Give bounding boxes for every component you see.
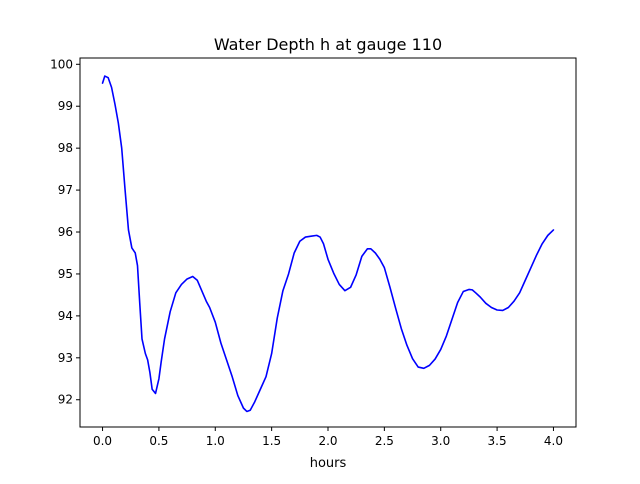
series-line [101,75,555,413]
plot-frame [79,57,577,428]
y-tick-label: 96 [58,225,73,239]
y-tick-label: 98 [58,141,73,155]
x-tick-label: 3.0 [431,434,450,448]
series-layer [101,75,555,413]
x-axis-label: hours [310,456,347,471]
x-tick-label: 2.5 [375,434,394,448]
chart-title: Water Depth h at gauge 110 [214,35,442,54]
axes-layer: 0.0 0.5 1.0 1.5 2.0 2.5 3.0 3.5 4.0 92 93 94 95 96 97 9… [50,57,563,448]
y-tick-label: 100 [50,57,73,71]
x-tick-label: 0.0 [93,434,112,448]
x-tick-label: 1.0 [206,434,225,448]
x-tick-label: 1.5 [262,434,281,448]
y-tick-label: 92 [58,393,73,407]
y-tick-label: 93 [58,351,73,365]
x-tick-label: 4.0 [544,434,563,448]
x-tick-label: 0.5 [149,434,168,448]
y-tick-label: 94 [58,309,73,323]
y-tick-label: 99 [58,99,73,113]
y-tick-label: 95 [58,267,73,281]
y-tick-label: 97 [58,183,73,197]
x-tick-label: 3.5 [488,434,507,448]
x-tick-label: 2.0 [318,434,337,448]
